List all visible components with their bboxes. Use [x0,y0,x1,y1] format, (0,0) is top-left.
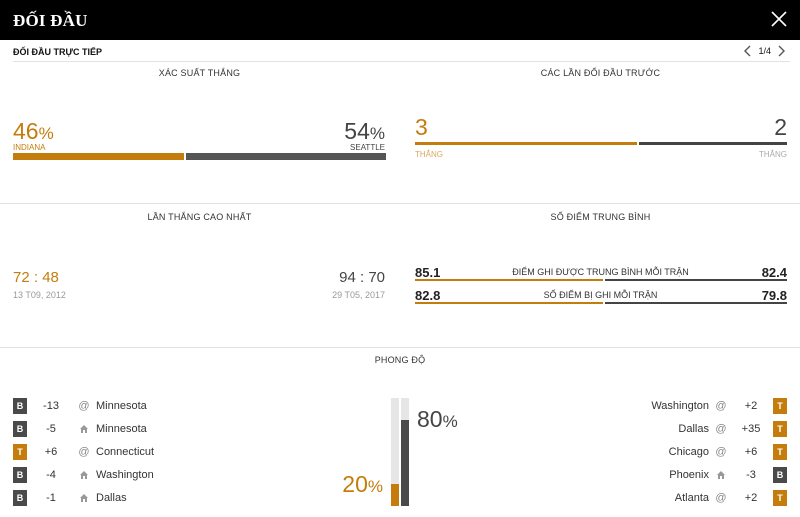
section-label: ĐỐI ĐẦU TRỰC TIẾP [13,47,102,57]
previous-right-wins: 2 [774,114,787,140]
score-diff: -13 [43,400,59,412]
win-prob-right: 54% [344,118,385,144]
result-badge: B [13,398,27,414]
score-diff: -3 [746,469,756,481]
biggest-win-right-date: 29 T05, 2017 [332,290,385,300]
avg-scored-left: 85.1 [415,265,441,280]
avg-scored-right: 82.4 [761,265,787,280]
away-icon: @ [715,492,727,504]
win-prob-left: 46% [13,118,54,144]
score-diff: +2 [744,492,758,504]
result-badge: B [773,467,787,483]
away-icon: @ [78,446,90,458]
opponent-name[interactable]: Dallas [678,423,709,435]
away-icon: @ [715,400,727,412]
result-badge: B [13,421,27,437]
home-icon [713,470,729,480]
avg-points-title: SỐ ĐIỂM TRUNG BÌNH [550,212,651,222]
home-icon [75,470,93,480]
opponent-name[interactable]: Minnesota [96,400,147,412]
form-row: Chicago @ +6 T [669,444,787,460]
opponent-name[interactable]: Atlanta [674,492,709,504]
form-bar-left-fill [391,484,399,506]
avg-scored-bar-left [415,279,603,281]
divider [0,347,800,348]
team-right-name: SEATTLE [350,143,385,152]
opponent-name[interactable]: Phoenix [669,469,709,481]
avg-conceded-right: 79.8 [761,288,787,303]
score-diff: -5 [46,423,56,435]
result-badge: B [13,490,27,506]
result-badge: T [13,444,27,460]
team-left-name: INDIANA [13,143,46,152]
form-row: Phoenix -3 B [669,467,787,483]
home-icon [75,493,93,503]
previous-right-label: THẮNG [759,150,787,159]
page-indicator: 1/4 [758,46,771,56]
score-diff: -1 [46,492,56,504]
biggest-win-left-score: 72 : 48 [13,269,59,286]
close-icon[interactable] [770,10,788,28]
form-row: B -5 Minnesota [13,421,147,437]
away-icon: @ [78,400,90,412]
biggest-win-right-score: 94 : 70 [339,269,385,286]
previous-left-label: THẮNG [415,150,443,159]
top-bar: ĐỐI ĐẦU [0,0,800,40]
avg-conceded-bar-left [415,302,603,304]
form-row: B -4 Washington [13,467,154,483]
avg-scored-label: ĐIỂM GHI ĐƯỢC TRUNG BÌNH MỖI TRẬN [512,267,689,277]
form-bar-left-track [391,398,399,506]
opponent-name[interactable]: Dallas [96,492,127,504]
form-row: T +6 @ Connecticut [13,444,154,460]
form-row: Atlanta @ +2 T [675,490,787,506]
form-bar-right-track [401,398,409,506]
previous-title: CÁC LẦN ĐỐI ĐẦU TRƯỚC [540,68,661,78]
avg-scored-bar-right [605,279,787,281]
opponent-name[interactable]: Washington [96,469,154,481]
score-diff: +2 [744,400,758,412]
opponent-name[interactable]: Connecticut [96,446,155,458]
result-badge: T [773,398,787,414]
opponent-name[interactable]: Chicago [668,446,709,458]
form-row: Dallas @ +35 T [678,421,787,437]
result-badge: T [773,490,787,506]
form-row: B -13 @ Minnesota [13,398,147,414]
score-diff: -4 [46,469,56,481]
previous-left-wins: 3 [415,114,428,140]
page-title: ĐỐI ĐẦU [13,11,88,30]
form-pct-right: 80% [417,406,458,432]
avg-conceded-bar-right [605,302,787,304]
chevron-left-icon[interactable] [743,45,753,57]
result-badge: T [773,444,787,460]
opponent-name[interactable]: Washington [651,400,709,412]
score-diff: +6 [744,446,758,458]
avg-conceded-label: SỐ ĐIỂM BỊ GHI MỖI TRẬN [543,290,658,300]
score-diff: +6 [44,446,58,458]
away-icon: @ [715,423,727,435]
opponent-name[interactable]: Minnesota [96,423,147,435]
chevron-right-icon[interactable] [776,45,786,57]
form-row: B -1 Dallas [13,490,127,506]
previous-bar-right [639,142,787,145]
previous-bar-left [415,142,637,145]
home-icon [75,424,93,434]
divider [0,203,800,204]
biggest-win-left-date: 13 T09, 2012 [13,290,66,300]
form-bar-right-fill [401,419,409,506]
form-row: Washington @ +2 T [651,398,787,414]
result-badge: T [773,421,787,437]
avg-conceded-left: 82.8 [415,288,441,303]
divider [13,61,790,62]
win-prob-bar-right [186,153,386,160]
result-badge: B [13,467,27,483]
subheader: ĐỐI ĐẦU TRỰC TIẾP 1/4 [0,40,800,62]
pager: 1/4 [743,45,786,57]
win-prob-bar-left [13,153,184,160]
away-icon: @ [715,446,727,458]
form-pct-left: 20% [342,471,383,497]
win-prob-title: XÁC SUẤT THẮNG [158,68,241,78]
biggest-win-title: LẦN THẮNG CAO NHẤT [147,212,252,222]
score-diff: +35 [741,423,761,435]
form-title: PHONG ĐỘ [374,355,426,365]
